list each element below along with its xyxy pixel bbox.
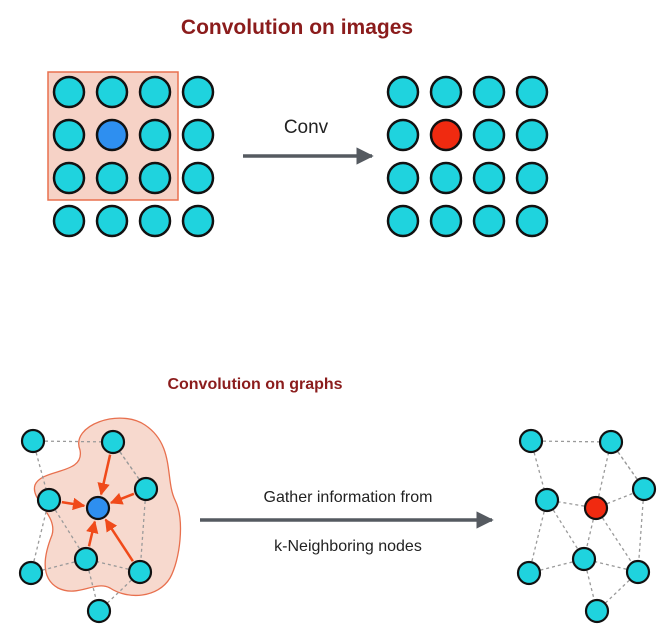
input-pixel (181, 204, 215, 238)
neighbor-arrow (97, 454, 112, 496)
output-pixel (515, 204, 549, 238)
output-center-pixel (429, 118, 463, 152)
output-graph-nodes (516, 428, 657, 624)
input-graph-node (133, 476, 159, 502)
neighbor-arrow (109, 492, 135, 505)
output-graph-edge (637, 488, 645, 573)
input-graph-node (86, 598, 112, 624)
gather-label-line2: k-Neighboring nodes (274, 538, 422, 555)
input-pixel (181, 75, 215, 109)
input-pixel (52, 204, 86, 238)
output-pixel (515, 75, 549, 109)
neighbor-arrow (86, 520, 99, 547)
input-pixel (138, 204, 172, 238)
output-pixel (515, 118, 549, 152)
images-title: Convolution on images (181, 16, 413, 39)
conv-label: Conv (284, 117, 329, 138)
neighbor-arrow (104, 518, 134, 562)
input-pixel (52, 161, 86, 195)
output-pixel (472, 118, 506, 152)
input-pixel-grid (52, 75, 215, 238)
output-graph-node (516, 560, 542, 586)
input-graph-node (36, 487, 62, 513)
input-graph-node (100, 429, 126, 455)
neighbor-aggregation-arrows (61, 454, 135, 562)
output-graph-center-node (583, 495, 609, 521)
input-pixel (95, 75, 129, 109)
neighbor-arrow (61, 497, 86, 511)
graphs-title: Convolution on graphs (167, 376, 342, 393)
input-graph-center-node (85, 495, 111, 521)
input-pixel (138, 118, 172, 152)
input-pixel (138, 75, 172, 109)
output-pixel (386, 161, 420, 195)
output-graph-edges (528, 440, 645, 612)
output-pixel (429, 204, 463, 238)
input-graph-nodes (18, 428, 159, 624)
output-pixel (386, 204, 420, 238)
input-graph-node (127, 559, 153, 585)
input-graph-edge (30, 499, 50, 574)
output-pixel (429, 161, 463, 195)
output-graph-node (625, 559, 651, 585)
output-graph-node (571, 546, 597, 572)
output-graph-edge (530, 440, 612, 443)
input-pixel (52, 75, 86, 109)
input-pixel (95, 161, 129, 195)
output-graph-node (598, 429, 624, 455)
output-graph-edge (528, 499, 548, 574)
input-pixel (181, 118, 215, 152)
input-graph-edge (139, 488, 147, 573)
input-graph-node (73, 546, 99, 572)
input-pixel (95, 204, 129, 238)
gather-label-line1: Gather information from (264, 489, 433, 506)
output-pixel (429, 75, 463, 109)
output-pixel (386, 75, 420, 109)
input-center-pixel (95, 118, 129, 152)
output-graph-node (518, 428, 544, 454)
input-pixel (52, 118, 86, 152)
input-graph-edge (32, 440, 114, 443)
input-graph-node (18, 560, 44, 586)
output-pixel (472, 161, 506, 195)
output-pixel (386, 118, 420, 152)
output-pixel (472, 204, 506, 238)
output-pixel-grid (386, 75, 549, 238)
input-graph-node (20, 428, 46, 454)
output-graph-node (534, 487, 560, 513)
input-pixel (138, 161, 172, 195)
output-graph-node (631, 476, 657, 502)
output-pixel (515, 161, 549, 195)
output-graph-node (584, 598, 610, 624)
output-pixel (472, 75, 506, 109)
input-pixel (181, 161, 215, 195)
output-graph-edge (595, 507, 639, 573)
